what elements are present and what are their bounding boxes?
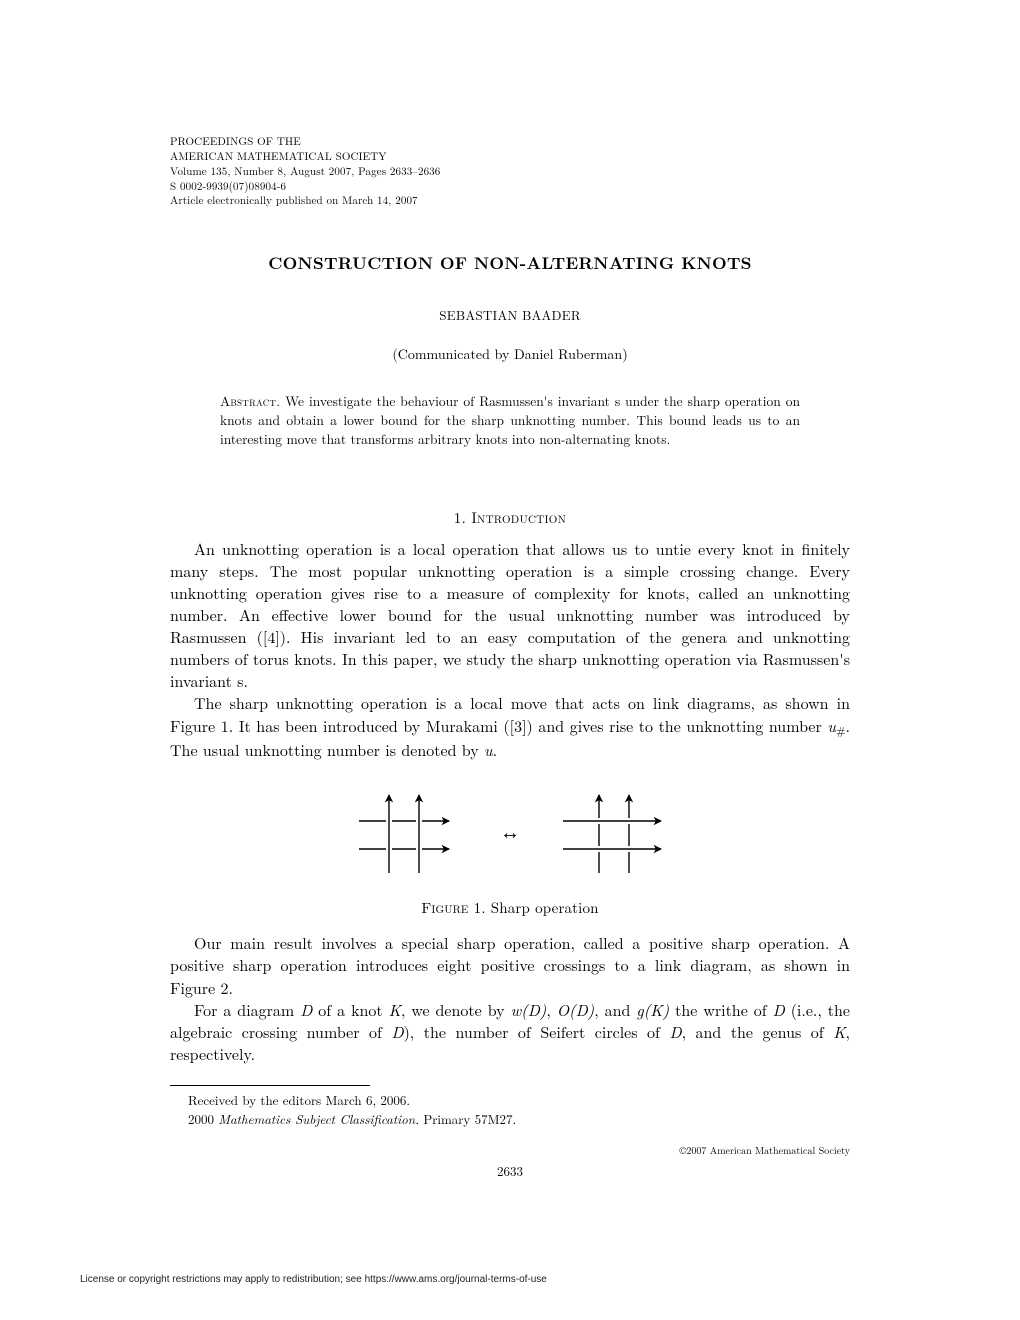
fig1-text: Sharp operation	[486, 897, 599, 918]
volume-line: Volume 135, Number 8, August 2007, Pages…	[170, 165, 850, 180]
sharp-operation-diagram: ↔	[345, 781, 675, 891]
p4-wD: w(D)	[511, 998, 547, 1021]
footnote-rule	[170, 1085, 370, 1086]
p4-f: ), the number of Seifert circles of	[404, 1020, 670, 1043]
s-line: S 0002-9939(07)08904-6	[170, 180, 850, 195]
paragraph-3: Our main result involves a special sharp…	[170, 932, 850, 998]
license-footer: License or copyright restrictions may ap…	[80, 1274, 547, 1285]
fig1-label: Figure 1.	[421, 897, 485, 918]
footnote-received: Received by the editors March 6, 2006.	[170, 1091, 850, 1110]
double-arrow-icon: ↔	[500, 822, 520, 844]
p4-K1: K	[389, 998, 401, 1021]
paragraph-2: The sharp unknotting operation is a loca…	[170, 692, 850, 761]
communicated-by: (Communicated by Daniel Ruberman)	[170, 344, 850, 364]
author-name: SEBASTIAN BAADER	[170, 305, 850, 324]
paragraph-4: For a diagram D of a knot K, we denote b…	[170, 999, 850, 1065]
abstract-block: Abstract. We investigate the behaviour o…	[220, 392, 800, 449]
paragraph-1: An unknotting operation is a local opera…	[170, 538, 850, 693]
p4-K2: K	[833, 1020, 845, 1043]
p4-D3: D	[391, 1020, 403, 1043]
p2-u: u	[827, 714, 836, 737]
epub-line: Article electronically published on Marc…	[170, 194, 850, 209]
page-title: CONSTRUCTION OF NON-ALTERNATING KNOTS	[170, 251, 850, 275]
p4-and: , and	[594, 998, 636, 1021]
p2-u2: u	[484, 738, 493, 761]
fn2-c: Primary 57M27.	[419, 1109, 516, 1128]
p2-pre: The sharp unknotting operation is a loca…	[170, 691, 850, 736]
footnotes: Received by the editors March 6, 2006. 2…	[170, 1091, 850, 1129]
footnote-msc: 2000 Mathematics Subject Classification.…	[170, 1110, 850, 1129]
p2-end: .	[493, 738, 497, 761]
p4-d: the writhe of	[669, 998, 772, 1021]
figure-1: ↔ Figure 1. Sharp operation	[170, 781, 850, 918]
p4-OD: O(D)	[557, 998, 594, 1021]
p4-gK: g(K)	[636, 998, 669, 1021]
abstract-label: Abstract.	[220, 391, 280, 410]
journal-metadata: PROCEEDINGS OF THE AMERICAN MATHEMATICAL…	[170, 135, 850, 209]
fn2-a: 2000	[188, 1109, 218, 1128]
p4-b: of a knot	[312, 998, 388, 1021]
p4-a: For a diagram	[194, 998, 300, 1021]
p4-g: , and the genus of	[682, 1020, 834, 1043]
page-number: 2633	[170, 1161, 850, 1180]
journal-line1: PROCEEDINGS OF THE	[170, 135, 850, 150]
p2-sub: #	[836, 722, 846, 738]
body-text: An unknotting operation is a local opera…	[170, 538, 850, 1065]
section-heading-1: 1. Introduction	[170, 507, 850, 528]
abstract-text: We investigate the behaviour of Rasmusse…	[220, 391, 800, 448]
figure-1-caption: Figure 1. Sharp operation	[170, 897, 850, 918]
p4-c: , we denote by	[401, 998, 511, 1021]
p4-comma1: ,	[546, 998, 556, 1021]
p4-D1: D	[300, 998, 312, 1021]
p4-D2: D	[773, 998, 785, 1021]
copyright-line: ©2007 American Mathematical Society	[170, 1143, 850, 1157]
fn2-b: Mathematics Subject Classification.	[218, 1109, 419, 1128]
p4-D4: D	[669, 1020, 681, 1043]
journal-line2: AMERICAN MATHEMATICAL SOCIETY	[170, 150, 850, 165]
